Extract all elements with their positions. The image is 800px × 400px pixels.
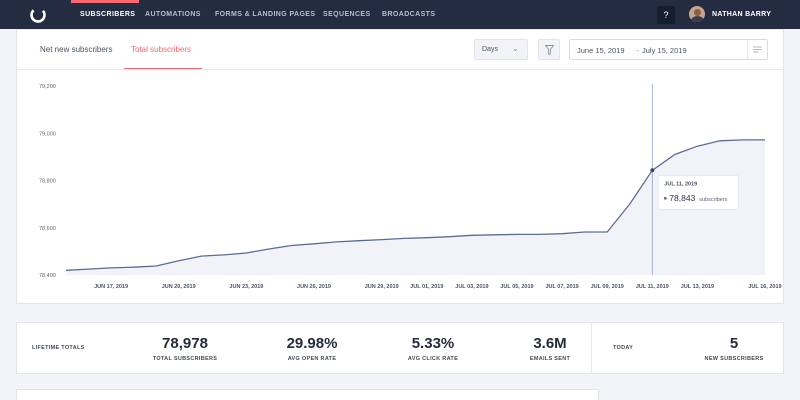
- date-range-picker[interactable]: June 15, 2019 → July 15, 2019: [569, 39, 768, 60]
- series-line: [65, 139, 765, 271]
- top-nav: SUBSCRIBERS AUTOMATIONS FORMS & LANDING …: [0, 0, 800, 29]
- stats-divider: [591, 323, 592, 373]
- nav-active-indicator: [71, 0, 139, 3]
- nav-item-sequences[interactable]: SEQUENCES: [323, 11, 371, 18]
- nav-item-subscribers[interactable]: SUBSCRIBERS: [80, 11, 136, 18]
- area-fill: [66, 139, 765, 275]
- x-tick-label: JUL 09, 2019: [591, 284, 624, 290]
- tooltip-date: JUL 11, 2019: [664, 181, 697, 187]
- user-name[interactable]: NATHAN BARRY: [712, 11, 772, 18]
- y-tick-label: 79,000: [39, 131, 56, 137]
- stats-card: [16, 322, 784, 374]
- nav-item-automations[interactable]: AUTOMATIONS: [145, 11, 201, 18]
- x-tick-label: JUL 13, 2019: [681, 284, 714, 290]
- today-label: TODAY: [613, 345, 634, 351]
- total-subscribers-value: 78,978: [162, 335, 208, 352]
- tab-total-subscribers[interactable]: Total subscribers: [131, 45, 192, 54]
- help-button[interactable]: ?: [657, 6, 675, 24]
- x-tick-label: JUN 23, 2019: [229, 284, 263, 290]
- x-tick-label: JUL 16, 2019: [748, 284, 781, 290]
- emails-sent-label: EMAILS SENT: [529, 356, 571, 362]
- avg-click-rate-value: 5.33%: [411, 335, 455, 352]
- filter-icon: [545, 45, 554, 55]
- x-tick-label: JUN 29, 2019: [365, 284, 399, 290]
- avg-open-rate-label: AVG OPEN RATE: [287, 356, 337, 362]
- convertkit-logo-icon[interactable]: [29, 6, 47, 24]
- tooltip-value: 78,843: [669, 193, 695, 203]
- date-range-divider: [747, 40, 748, 59]
- nav-item-broadcasts[interactable]: BROADCASTS: [382, 11, 436, 18]
- filter-button[interactable]: [538, 39, 560, 60]
- y-tick-label: 78,400: [39, 273, 56, 279]
- new-subscribers-label: NEW SUBSCRIBERS: [704, 356, 764, 362]
- x-tick-label: JUN 20, 2019: [162, 284, 196, 290]
- chevron-down-icon: ⌄: [512, 44, 519, 53]
- bottom-card: [16, 389, 599, 400]
- tooltip-box: [657, 174, 739, 210]
- emails-sent-value: 3.6M: [533, 335, 567, 352]
- date-range-end: July 15, 2019: [642, 46, 687, 55]
- interval-select[interactable]: Days ⌄: [474, 39, 528, 60]
- x-tick-label: JUL 11, 2019: [636, 284, 669, 290]
- tooltip-series-dot: [663, 196, 667, 200]
- lifetime-totals-label: LIFETIME TOTALS: [32, 345, 85, 351]
- avg-open-rate-value: 29.98%: [286, 335, 338, 352]
- tab-net-new-subscribers[interactable]: Net new subscribers: [40, 45, 113, 54]
- interval-select-value: Days: [482, 46, 498, 53]
- x-tick-label: JUN 17, 2019: [94, 284, 128, 290]
- date-range-arrow: →: [633, 45, 641, 54]
- avg-click-rate-label: AVG CLICK RATE: [407, 356, 459, 362]
- menu-lines-icon[interactable]: [753, 46, 762, 53]
- x-tick-label: JUL 05, 2019: [500, 284, 533, 290]
- y-tick-label: 79,200: [39, 84, 56, 90]
- y-tick-label: 78,600: [39, 226, 56, 232]
- card-header-divider: [17, 69, 783, 70]
- y-tick-label: 78,800: [39, 179, 56, 185]
- x-tick-label: JUL 07, 2019: [545, 284, 578, 290]
- x-tick-label: JUL 03, 2019: [455, 284, 488, 290]
- avatar[interactable]: [689, 6, 705, 22]
- new-subscribers-value: 5: [729, 335, 739, 352]
- nav-item-forms-landing-pages[interactable]: FORMS & LANDING PAGES: [215, 11, 316, 18]
- tooltip-unit: subscribers: [699, 197, 727, 203]
- x-tick-label: JUL 01, 2019: [410, 284, 443, 290]
- x-tick-label: JUN 26, 2019: [297, 284, 331, 290]
- total-subscribers-label: TOTAL SUBSCRIBERS: [152, 356, 218, 362]
- date-range-start: June 15, 2019: [577, 46, 625, 55]
- hover-point: [650, 168, 655, 173]
